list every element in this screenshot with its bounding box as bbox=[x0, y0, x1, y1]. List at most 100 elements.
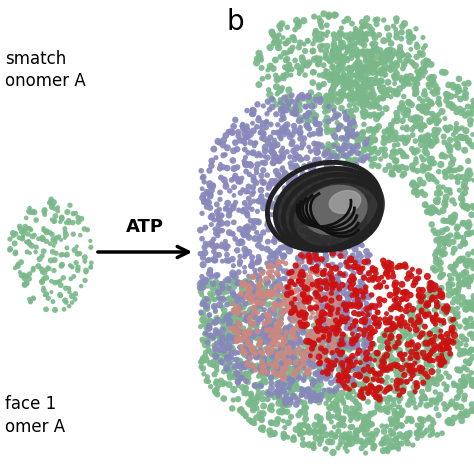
Point bbox=[371, 273, 378, 281]
Point bbox=[394, 394, 402, 401]
Point bbox=[254, 309, 261, 316]
Point bbox=[288, 222, 295, 230]
Point bbox=[360, 331, 368, 339]
Point bbox=[219, 380, 226, 387]
Point bbox=[315, 310, 322, 317]
Point bbox=[361, 142, 369, 149]
Point bbox=[220, 137, 228, 144]
Point bbox=[310, 339, 318, 347]
Point bbox=[428, 110, 436, 118]
Point bbox=[390, 396, 398, 404]
Point bbox=[275, 298, 283, 305]
Point bbox=[375, 385, 383, 392]
Point bbox=[413, 167, 421, 175]
Point bbox=[58, 213, 65, 221]
Point bbox=[399, 387, 407, 395]
Point bbox=[363, 98, 370, 105]
Point bbox=[275, 281, 283, 289]
Point bbox=[409, 131, 417, 139]
Point bbox=[263, 327, 270, 334]
Point bbox=[33, 243, 40, 251]
Point bbox=[336, 90, 344, 97]
Point bbox=[356, 49, 364, 56]
Point bbox=[225, 316, 233, 324]
Point bbox=[456, 164, 464, 172]
Point bbox=[428, 155, 436, 162]
Point bbox=[323, 32, 330, 39]
Point bbox=[431, 229, 439, 237]
Point bbox=[320, 258, 328, 265]
Point bbox=[246, 139, 254, 146]
Point bbox=[403, 430, 411, 438]
Point bbox=[328, 320, 335, 328]
Point bbox=[388, 421, 395, 429]
Point bbox=[273, 352, 281, 359]
Point bbox=[229, 278, 237, 285]
Point bbox=[294, 273, 301, 281]
Point bbox=[259, 179, 266, 186]
Point bbox=[404, 439, 411, 447]
Point bbox=[280, 381, 288, 388]
Point bbox=[413, 347, 420, 355]
Point bbox=[358, 90, 365, 98]
Point bbox=[323, 93, 330, 100]
Point bbox=[351, 434, 359, 442]
Point bbox=[446, 164, 454, 172]
Point bbox=[440, 217, 447, 224]
Point bbox=[313, 149, 320, 156]
Point bbox=[350, 275, 358, 283]
Point bbox=[260, 298, 268, 306]
Point bbox=[438, 333, 445, 340]
Point bbox=[407, 115, 415, 123]
Point bbox=[333, 386, 340, 393]
Point bbox=[290, 34, 298, 41]
Point bbox=[374, 404, 382, 412]
Point bbox=[406, 429, 414, 437]
Point bbox=[274, 180, 282, 187]
Point bbox=[253, 259, 260, 267]
Point bbox=[281, 94, 288, 101]
Point bbox=[464, 137, 472, 145]
Point bbox=[361, 357, 369, 365]
Point bbox=[46, 199, 54, 207]
Point bbox=[317, 376, 324, 383]
Point bbox=[461, 279, 469, 287]
Point bbox=[330, 142, 338, 149]
Point bbox=[330, 142, 337, 149]
Point bbox=[286, 357, 294, 365]
Point bbox=[453, 233, 460, 240]
Point bbox=[296, 423, 304, 431]
Point bbox=[469, 376, 474, 384]
Point bbox=[456, 323, 464, 330]
Point bbox=[289, 44, 296, 52]
Point bbox=[328, 64, 336, 71]
Point bbox=[282, 380, 289, 388]
Point bbox=[240, 125, 247, 132]
Point bbox=[398, 28, 405, 36]
Point bbox=[376, 384, 383, 392]
Point bbox=[255, 340, 263, 348]
Point bbox=[397, 371, 405, 378]
Point bbox=[352, 25, 359, 32]
Point bbox=[266, 91, 273, 99]
Point bbox=[321, 248, 329, 255]
Point bbox=[287, 219, 295, 226]
Point bbox=[327, 281, 334, 288]
Point bbox=[255, 294, 262, 301]
Point bbox=[386, 46, 394, 54]
Point bbox=[448, 219, 456, 226]
Point bbox=[291, 110, 298, 118]
Point bbox=[384, 47, 392, 55]
Point bbox=[346, 242, 354, 250]
Point bbox=[448, 324, 456, 332]
Point bbox=[278, 408, 286, 416]
Point bbox=[264, 73, 272, 81]
Point bbox=[420, 64, 428, 72]
Point bbox=[459, 412, 467, 419]
Point bbox=[301, 314, 308, 321]
Point bbox=[381, 331, 389, 339]
Point bbox=[352, 405, 360, 413]
Point bbox=[285, 244, 292, 252]
Point bbox=[415, 318, 423, 325]
Point bbox=[437, 259, 445, 267]
